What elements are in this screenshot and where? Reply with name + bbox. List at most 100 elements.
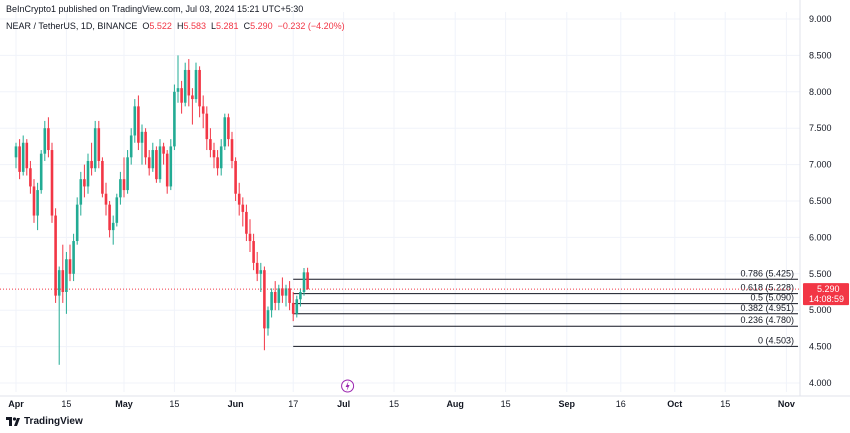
candle-body xyxy=(277,288,281,303)
candle-body xyxy=(104,193,108,205)
y-tick-label: 5.000 xyxy=(809,305,832,315)
candle-body xyxy=(176,88,180,92)
fib-level-label: 0.786 (5.425) xyxy=(740,268,794,278)
x-tick-label: Jun xyxy=(228,399,244,409)
candle-body xyxy=(162,146,165,154)
candle-body xyxy=(169,146,173,187)
candle-body xyxy=(187,69,191,96)
candle-body xyxy=(14,146,18,158)
candle-body xyxy=(122,179,126,191)
y-tick-label: 9.000 xyxy=(809,14,832,24)
fibonacci-retracement[interactable]: 0.786 (5.425) 0.618 (5.228)0.5 (5.090)0.3… xyxy=(293,268,798,347)
lightning-bolt-icon xyxy=(345,381,350,391)
symbol-name[interactable]: NEAR / TetherUS, 1D, BINANCE xyxy=(6,21,138,31)
candle-body xyxy=(165,153,169,187)
candle-body xyxy=(21,142,25,172)
candle-body xyxy=(158,146,162,180)
x-tick-label: Apr xyxy=(8,399,24,409)
x-tick-label: May xyxy=(115,399,133,409)
x-tick-label: Jul xyxy=(337,399,350,409)
candle-body xyxy=(111,222,115,231)
candle-body xyxy=(119,179,122,198)
candle-body xyxy=(57,270,61,296)
grid xyxy=(0,12,800,392)
y-tick-label: 7.500 xyxy=(809,123,832,133)
candle-body xyxy=(47,128,50,151)
x-tick-label: Aug xyxy=(446,399,464,409)
candle-body xyxy=(209,139,212,151)
candle-body xyxy=(155,150,158,180)
candle-body xyxy=(183,69,187,103)
candle-body xyxy=(281,288,284,296)
candle-body xyxy=(273,292,277,303)
x-tick-label: Sep xyxy=(559,399,576,409)
y-tick-label: 4.500 xyxy=(809,342,832,352)
candle-body xyxy=(97,128,101,161)
candle-body xyxy=(299,292,302,300)
candle-body xyxy=(219,146,223,169)
x-tick-label: 15 xyxy=(61,399,71,409)
close-value: 5.290 xyxy=(250,21,273,31)
candle-body xyxy=(61,270,65,292)
candle-body xyxy=(295,299,299,314)
candle-body xyxy=(151,150,155,169)
x-tick-label: 15 xyxy=(720,399,730,409)
candle-body xyxy=(252,241,255,263)
low-value: 5.281 xyxy=(216,21,239,31)
candle-body xyxy=(68,259,72,274)
candle-body xyxy=(144,131,147,158)
fib-level-label: 0.236 (4.780) xyxy=(740,315,794,325)
candle-body xyxy=(205,113,209,140)
candle-body xyxy=(50,150,54,216)
candle-body xyxy=(212,150,216,158)
axes: 9.000 8.500 8.000 7.500 7.000 6.500 6.000 5.500… xyxy=(0,0,850,409)
price-badge-countdown: 14:08:59 xyxy=(809,294,844,304)
candle-body xyxy=(86,160,90,187)
candle-body xyxy=(245,211,248,234)
candle-body xyxy=(230,139,234,161)
candle-body xyxy=(29,168,32,187)
brand-name: TradingView xyxy=(24,416,83,427)
y-tick-label: 8.000 xyxy=(809,87,832,97)
candle-body xyxy=(255,262,259,274)
x-tick-label: 15 xyxy=(389,399,399,409)
candle-body xyxy=(288,288,291,303)
candle-body xyxy=(284,288,288,296)
change-value: −0.232 (−4.20%) xyxy=(277,21,345,31)
tradingview-logo-icon xyxy=(6,417,20,426)
candle-body xyxy=(266,310,270,329)
candle-body xyxy=(137,106,140,143)
candle-body xyxy=(263,270,266,329)
candle-body xyxy=(216,157,219,169)
fib-level-label: 0.5 (5.090) xyxy=(750,293,794,303)
candle-body xyxy=(227,117,230,140)
x-tick-label: 15 xyxy=(169,399,179,409)
y-tick-label: 7.000 xyxy=(809,160,832,170)
price-badge xyxy=(803,283,849,306)
price-badge-value: 5.290 xyxy=(817,284,840,294)
candle-body xyxy=(75,204,79,242)
fib-level-label: 0 (4.503) xyxy=(758,335,794,345)
candles xyxy=(14,55,309,365)
x-tick-label: 16 xyxy=(616,399,626,409)
candle-body xyxy=(237,193,241,205)
candle-body xyxy=(291,302,295,314)
close-label: C xyxy=(243,21,251,31)
candle-body xyxy=(126,157,129,191)
candle-body xyxy=(248,233,252,242)
candle-body xyxy=(140,131,144,143)
candle-body xyxy=(43,128,47,154)
y-tick-label: 6.000 xyxy=(809,232,832,242)
fib-level-label: 0.382 (4.951) xyxy=(740,303,794,313)
candle-body xyxy=(72,241,75,274)
candle-body xyxy=(259,270,263,274)
candle-body xyxy=(234,160,237,194)
tradingview-brand[interactable]: TradingView xyxy=(6,416,83,427)
x-tick-label: Oct xyxy=(667,399,682,409)
candle-body xyxy=(83,179,86,187)
high-value: 5.583 xyxy=(183,21,206,31)
x-tick-label: 17 xyxy=(288,399,298,409)
candle-body xyxy=(18,146,21,172)
candle-body xyxy=(36,190,39,216)
